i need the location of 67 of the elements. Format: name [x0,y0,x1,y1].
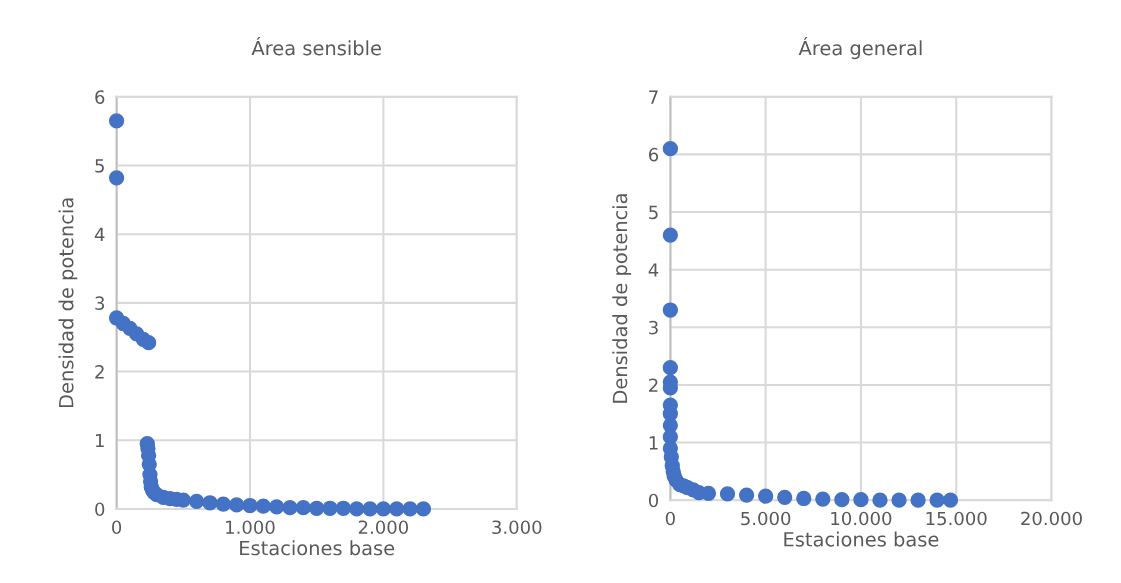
y-tick-label: 4 [648,263,659,277]
point [815,491,831,507]
x-tick-label: 3.000 [492,520,542,535]
point [872,492,888,508]
y-tick-label: 3 [95,296,105,310]
point [662,360,678,376]
point [796,490,812,507]
y-tick-label: 1 [649,436,658,450]
x-tick-label: 5.000 [741,511,791,526]
point [662,227,678,243]
point [108,170,125,186]
y-tick-label: 5 [649,205,658,220]
point [891,492,907,508]
chart-title: Área sensible [251,37,381,56]
y-tick-label: 7 [649,90,658,104]
x-tick-label: 20.000 [1021,511,1082,526]
point [662,302,678,318]
chart-title: Área general [798,37,922,60]
point [202,495,218,511]
point [282,499,298,516]
y-tick-label: 5 [95,159,104,173]
point [853,491,869,508]
point [295,499,311,516]
point [402,501,418,517]
point [269,499,285,515]
point [255,498,271,514]
point [188,493,205,510]
x-tick-label: 15.000 [926,511,987,526]
x-tick-label: 0 [665,511,675,526]
y-axis-title: Densidad de potencia [612,194,632,403]
y-tick-label: 3 [649,320,658,335]
y-tick-label: 6 [649,147,659,162]
point [719,486,736,502]
point [309,500,325,516]
point [335,500,352,516]
point [108,113,125,129]
point [942,492,959,508]
x-axis-title: Estaciones base [784,531,939,547]
point [758,488,774,504]
point [375,501,392,517]
x-axis-title: Estaciones base [240,540,395,556]
point [415,501,432,517]
point [322,500,338,516]
point [242,497,258,514]
point [140,335,157,351]
x-tick-label: 10.000 [831,511,892,526]
y-tick-label: 0 [648,493,659,508]
x-tick-label: 0 [112,520,122,535]
point [215,496,231,512]
y-tick-label: 4 [94,227,105,242]
point [229,497,245,513]
point [662,141,678,157]
point [738,487,755,503]
point [349,501,365,517]
y-axis-title: Densidad de potencia [58,198,78,408]
y-tick-label: 6 [95,90,105,104]
point [910,492,926,508]
point [929,492,945,508]
point [389,501,405,517]
x-tick-label: 1.000 [226,520,275,535]
x-tick-label: 2.000 [358,520,409,535]
point [362,501,378,517]
y-tick-label: 2 [649,378,658,392]
point [777,489,793,505]
y-tick-label: 1 [95,433,104,448]
point [834,491,850,508]
y-tick-label: 2 [95,365,104,379]
